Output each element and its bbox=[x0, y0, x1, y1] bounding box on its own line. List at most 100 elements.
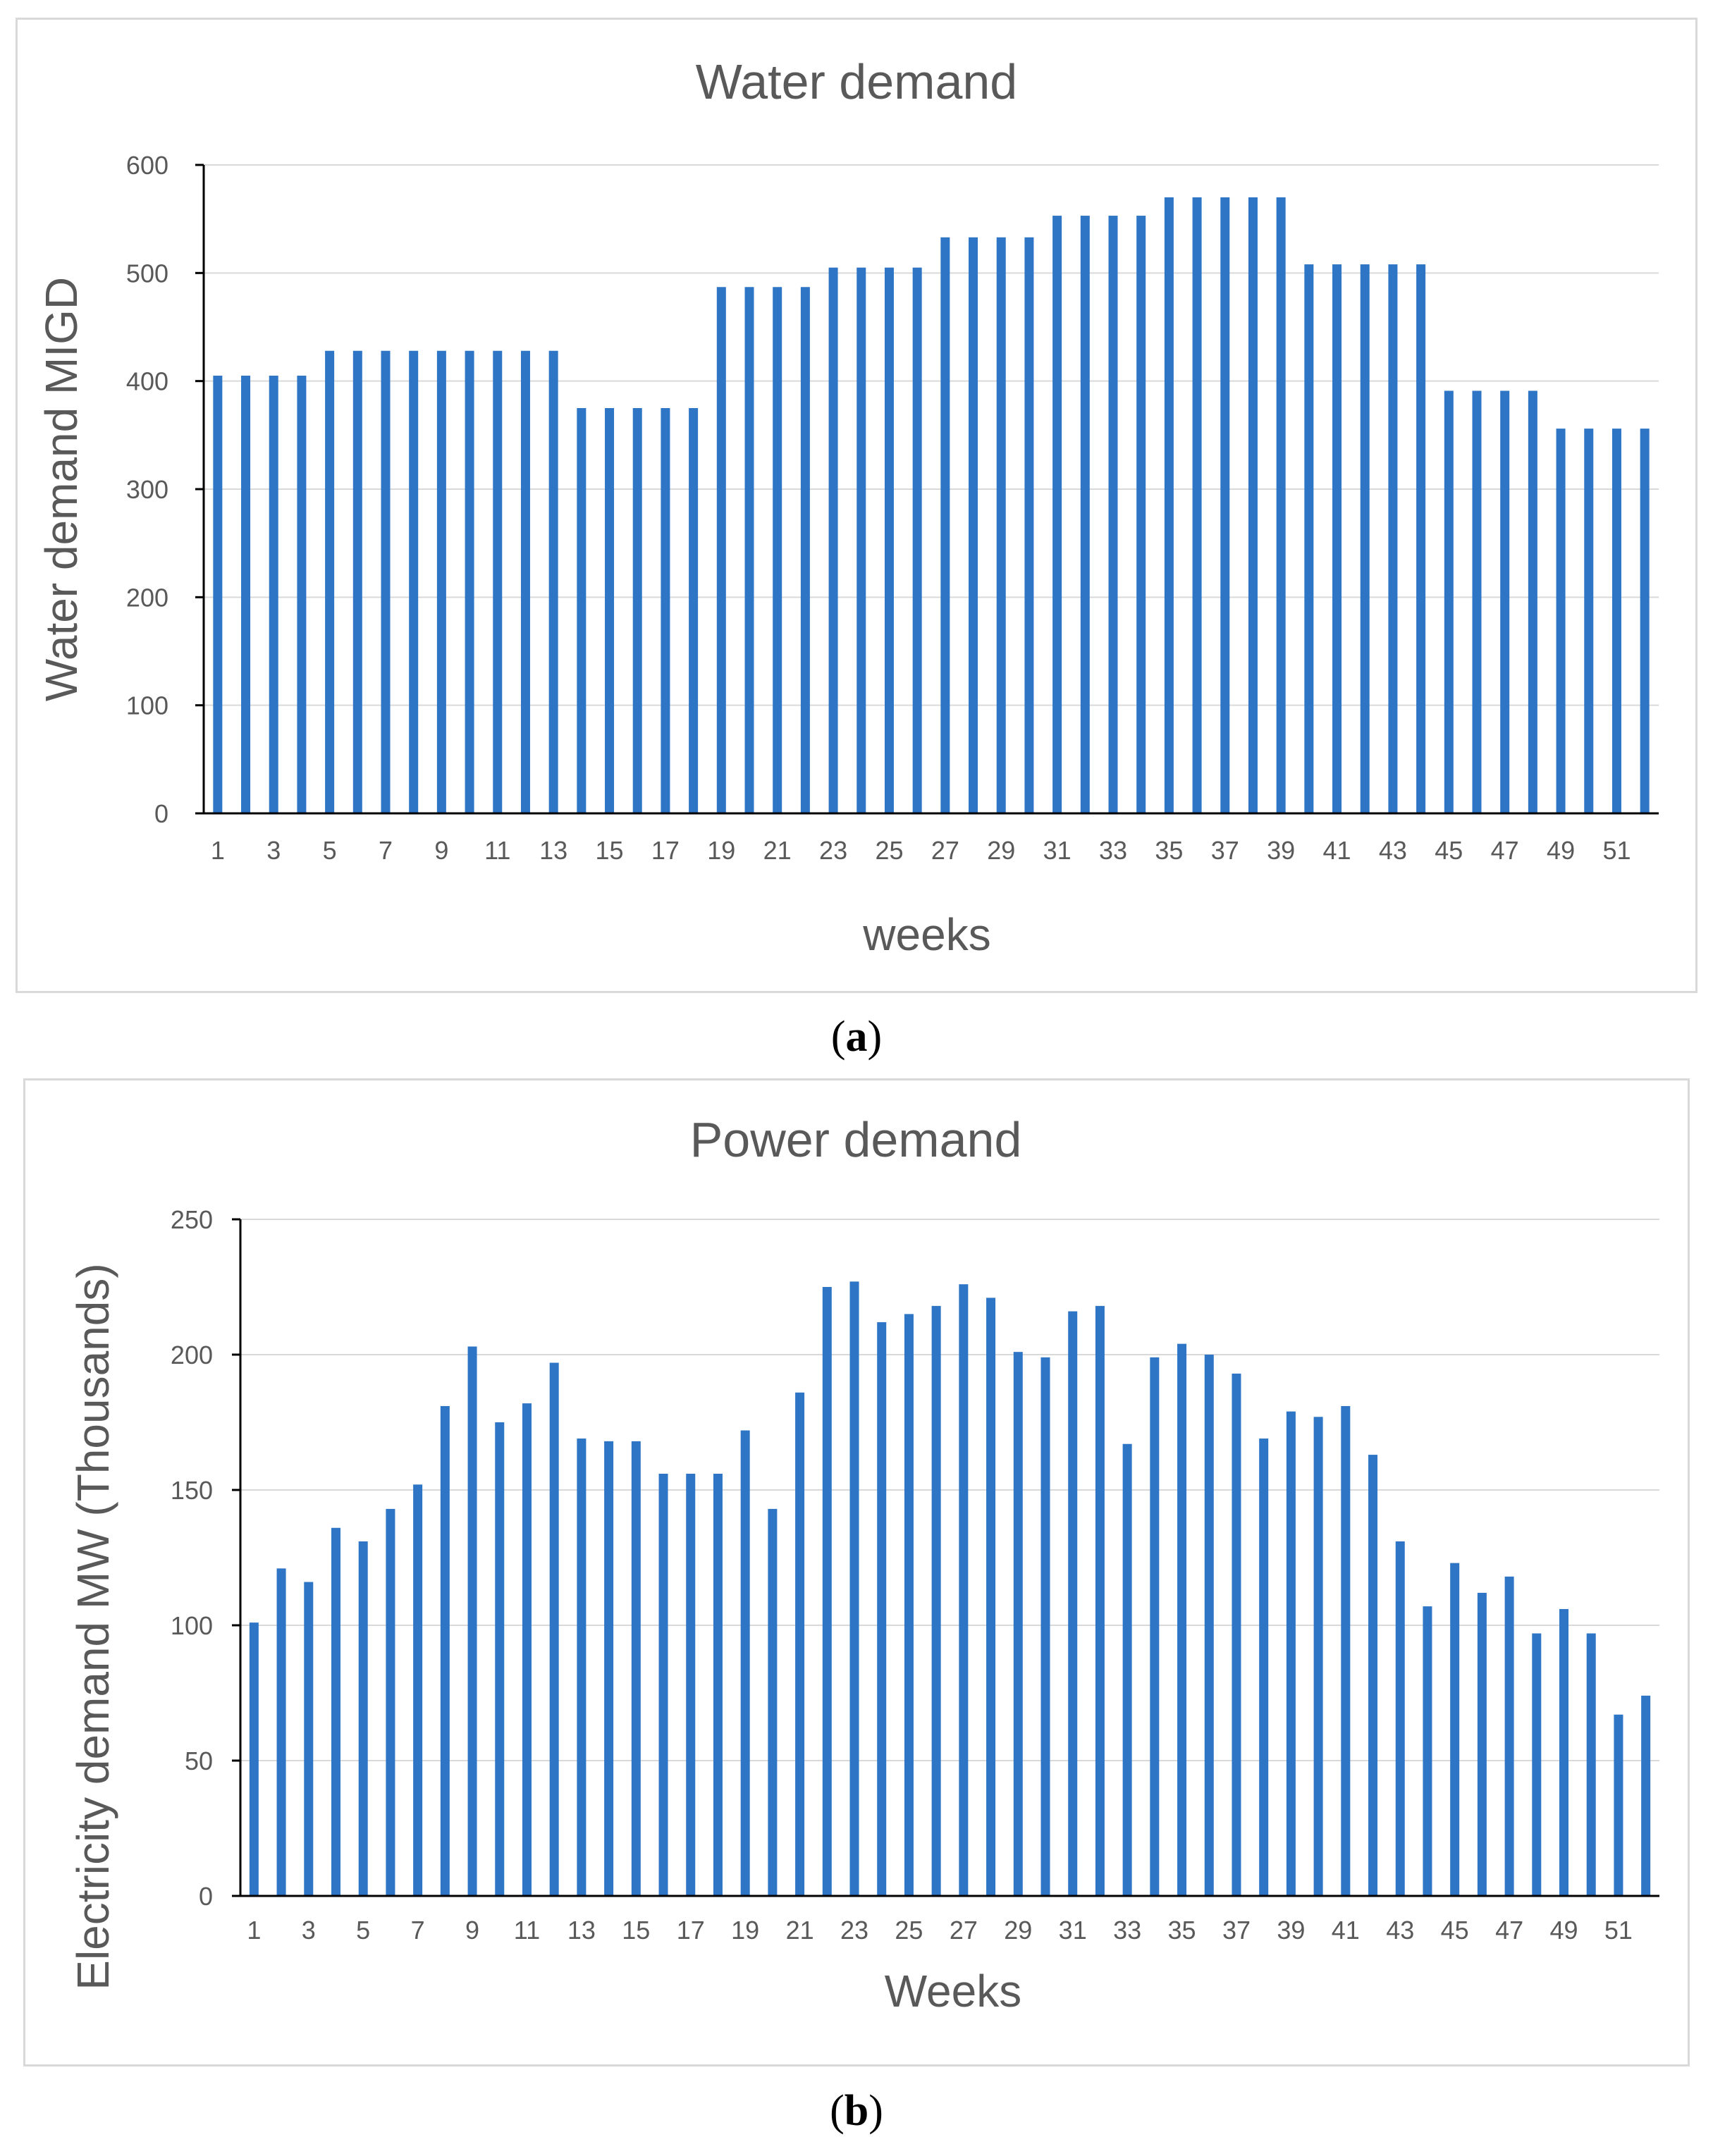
power-bar-week-31 bbox=[1068, 1311, 1078, 1896]
water-bar-week-31 bbox=[1052, 216, 1062, 814]
power-x-tick-label: 21 bbox=[786, 1916, 814, 1945]
power-bar-week-7 bbox=[413, 1484, 423, 1896]
power-x-tick-label: 9 bbox=[465, 1916, 479, 1945]
water-bar-week-37 bbox=[1220, 197, 1230, 813]
water-x-tick-label: 3 bbox=[266, 836, 281, 865]
power-bar-week-4 bbox=[331, 1527, 340, 1896]
power-bar-week-35 bbox=[1177, 1343, 1187, 1896]
water-bar-week-40 bbox=[1304, 264, 1314, 814]
water-bar-week-16 bbox=[632, 408, 642, 813]
power-bar-week-34 bbox=[1150, 1357, 1160, 1896]
water-y-tick-label: 300 bbox=[126, 475, 168, 504]
power-bar-week-40 bbox=[1313, 1417, 1323, 1896]
power-bar-week-17 bbox=[686, 1473, 696, 1896]
water-bar-week-48 bbox=[1528, 390, 1537, 813]
power-bar-week-11 bbox=[522, 1403, 532, 1896]
power-bar-week-14 bbox=[604, 1441, 614, 1896]
water-x-tick-label: 9 bbox=[434, 836, 448, 865]
water-x-tick-label: 15 bbox=[596, 836, 624, 865]
power-x-tick-label: 3 bbox=[302, 1916, 316, 1945]
water-x-tick-label: 23 bbox=[819, 836, 847, 865]
water-demand-chart-panel: Water demand 0 100 200 300 400 500 600 1 3 5 7 9 11 13… bbox=[16, 18, 1697, 993]
power-demand-chart-panel: Power demand 0 50 100 150 200 250 1 3 5 7 9 11 13 15 17… bbox=[23, 1078, 1690, 2066]
power-bar-week-38 bbox=[1259, 1439, 1269, 1896]
power-bar-week-3 bbox=[304, 1582, 314, 1896]
power-x-tick-label: 11 bbox=[514, 1916, 540, 1945]
water-y-tick-label: 0 bbox=[154, 799, 168, 828]
power-bar-week-2 bbox=[276, 1568, 286, 1896]
power-bar-week-5 bbox=[358, 1541, 368, 1896]
water-x-tick-label: 49 bbox=[1547, 836, 1575, 865]
power-x-tick-label: 31 bbox=[1059, 1916, 1087, 1945]
water-bar-week-17 bbox=[661, 408, 670, 813]
water-x-tick-label: 37 bbox=[1211, 836, 1239, 865]
power-x-tick-label: 27 bbox=[950, 1916, 978, 1945]
water-bar-week-4 bbox=[297, 376, 307, 813]
water-x-tick-label: 5 bbox=[323, 836, 337, 865]
power-bar-week-47 bbox=[1504, 1576, 1514, 1896]
water-y-tick-label: 600 bbox=[126, 151, 168, 180]
power-bar-week-45 bbox=[1450, 1563, 1460, 1896]
water-bar-week-18 bbox=[689, 408, 699, 813]
water-bar-week-50 bbox=[1584, 429, 1594, 813]
power-x-tick-label: 47 bbox=[1495, 1916, 1523, 1945]
power-x-tick-label: 7 bbox=[411, 1916, 425, 1945]
power-bar-week-37 bbox=[1232, 1373, 1241, 1896]
power-x-tick-label: 35 bbox=[1168, 1916, 1196, 1945]
water-y-tick-label: 500 bbox=[126, 259, 168, 288]
power-bar-week-51 bbox=[1614, 1714, 1623, 1896]
caption-a: (a) bbox=[830, 1013, 883, 1061]
power-x-tick-label: 15 bbox=[622, 1916, 650, 1945]
water-chart-title: Water demand bbox=[696, 54, 1018, 109]
power-bar-week-44 bbox=[1423, 1606, 1432, 1896]
power-bar-week-36 bbox=[1204, 1355, 1214, 1896]
water-bar-week-28 bbox=[969, 237, 978, 813]
water-bar-week-24 bbox=[856, 267, 866, 814]
water-bar-week-14 bbox=[577, 408, 587, 813]
water-bar-week-38 bbox=[1248, 197, 1258, 813]
water-y-tick-label: 400 bbox=[126, 367, 168, 396]
power-bar-week-15 bbox=[631, 1441, 641, 1896]
power-bar-week-41 bbox=[1341, 1405, 1351, 1896]
water-bar-week-32 bbox=[1080, 216, 1090, 814]
water-x-tick-label: 33 bbox=[1099, 836, 1127, 865]
power-bar-week-27 bbox=[959, 1284, 969, 1896]
power-y-tick-label: 200 bbox=[171, 1341, 213, 1369]
power-x-tick-label: 49 bbox=[1549, 1916, 1578, 1945]
water-x-tick-label: 51 bbox=[1602, 836, 1631, 865]
water-bar-week-6 bbox=[352, 350, 362, 813]
water-bar-week-36 bbox=[1192, 197, 1202, 813]
power-bar-week-48 bbox=[1532, 1633, 1542, 1896]
water-bar-week-35 bbox=[1164, 197, 1174, 813]
power-x-tick-label: 33 bbox=[1113, 1916, 1141, 1945]
water-bar-week-47 bbox=[1500, 390, 1510, 813]
power-bar-week-52 bbox=[1641, 1695, 1651, 1896]
caption-b: (b) bbox=[830, 2087, 883, 2135]
power-x-tick-label: 51 bbox=[1604, 1916, 1633, 1945]
power-y-axis-title: Electricity demand MW (Thousands) bbox=[68, 1263, 118, 1990]
power-bar-week-18 bbox=[713, 1473, 723, 1896]
power-x-axis-title: Weeks bbox=[885, 1966, 1021, 2016]
water-bar-week-42 bbox=[1360, 264, 1370, 814]
water-bar-week-1 bbox=[213, 376, 223, 813]
power-x-tick-label: 1 bbox=[247, 1916, 261, 1945]
water-bar-week-51 bbox=[1611, 429, 1621, 813]
caption-a-label: a bbox=[845, 1013, 868, 1061]
power-bar-week-49 bbox=[1559, 1608, 1569, 1896]
power-x-tick-label: 17 bbox=[677, 1916, 705, 1945]
power-bar-week-10 bbox=[495, 1422, 505, 1896]
water-x-tick-label: 41 bbox=[1323, 836, 1351, 865]
power-x-tick-label: 5 bbox=[356, 1916, 370, 1945]
water-x-axis-title: weeks bbox=[862, 909, 990, 960]
water-x-tick-label: 7 bbox=[379, 836, 393, 865]
power-x-tick-label: 13 bbox=[567, 1916, 596, 1945]
power-bar-week-42 bbox=[1368, 1455, 1378, 1896]
water-bar-week-33 bbox=[1108, 216, 1118, 814]
power-bar-week-32 bbox=[1095, 1305, 1105, 1896]
water-bar-week-3 bbox=[269, 376, 278, 813]
water-x-tick-label: 27 bbox=[931, 836, 959, 865]
power-x-tick-label: 25 bbox=[895, 1916, 923, 1945]
water-bar-week-22 bbox=[800, 287, 810, 813]
